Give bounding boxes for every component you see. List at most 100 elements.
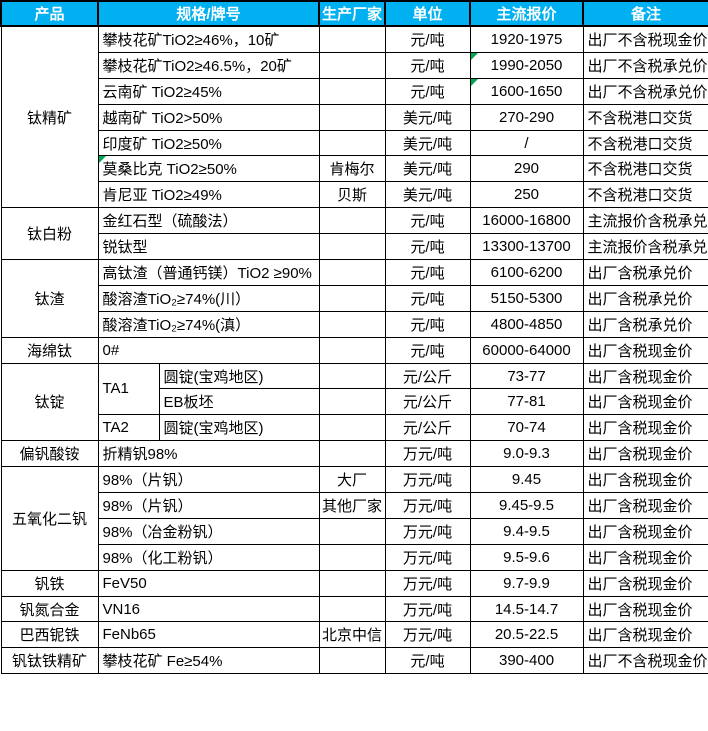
spec-cell-text: VN16 (102, 600, 141, 618)
table-row: 钛锭 TA1 圆锭(宝鸡地区) 元/公斤 73-77 出厂含税现金价 (0, 362, 708, 442)
unit-cell: 万元/吨 (384, 543, 471, 571)
table-row: 肯尼亚 TiO2≥49% 贝斯 美元/吨 250 不含税港口交货 (1, 181, 708, 209)
spec-cell-text: 攀枝花矿TiO2≥46%，10矿 (102, 31, 280, 49)
product-cell: 钛精矿 (0, 25, 99, 209)
unit-cell-text: 元/公斤 (402, 368, 453, 386)
price-cell-text: 1600-1650 (490, 82, 563, 100)
note-cell-text: 出厂含税现金价 (587, 549, 693, 567)
price-cell-text: 9.7-9.9 (503, 574, 550, 592)
note-cell: 不含税港口交货 (582, 181, 708, 209)
unit-cell-text: 万元/吨 (402, 446, 453, 464)
spec-cell: VN16 (97, 595, 320, 623)
maker-cell (318, 25, 386, 53)
note-cell: 主流报价含税承兑 (582, 233, 708, 261)
note-cell-text: 出厂不含税承兑价 (587, 83, 708, 101)
price-cell-text: 14.5-14.7 (494, 600, 559, 618)
product-cell: 五氧化二钒 (0, 466, 99, 571)
table-row: 越南矿 TiO2>50% 美元/吨 270-290 不含税港口交货 (1, 103, 708, 131)
maker-cell (318, 336, 386, 364)
unit-cell-text: 元/吨 (410, 31, 445, 49)
header-row: 产品 规格/牌号 生产厂家 单位 主流报价 备注 (0, 0, 708, 27)
unit-cell: 元/吨 (384, 284, 471, 312)
comment-flag-icon (471, 53, 478, 60)
unit-cell-text: 万元/吨 (402, 523, 453, 541)
note-cell-text: 出厂含税现金价 (587, 472, 693, 490)
price-cell: 270-290 (469, 103, 584, 131)
price-cell-text: 1990-2050 (490, 56, 563, 74)
unit-cell: 万元/吨 (384, 440, 471, 468)
unit-cell-text: 元/吨 (410, 653, 445, 671)
unit-cell: 元/吨 (384, 647, 471, 675)
grade-cell-text: TA1 (102, 380, 129, 398)
note-cell: 不含税港口交货 (582, 155, 708, 183)
maker-cell (318, 259, 386, 286)
note-cell-text: 出厂含税现金价 (587, 394, 693, 412)
table-row: 巴西铌铁 FeNb65 北京中信 万元/吨 20.5-22.5 出厂含税现金价 (0, 621, 708, 649)
spec-cell-text: 肯尼亚 TiO2≥49% (102, 187, 222, 205)
maker-cell (318, 103, 386, 131)
spec-cell-text: 98%（冶金粉钒） (102, 523, 223, 541)
table-row: 钒氮合金 VN16 万元/吨 14.5-14.7 出厂含税现金价 (0, 595, 708, 623)
spec-cell-text: 金红石型（硫酸法） (102, 213, 238, 231)
spec-cell-text: 酸溶渣TiO₂≥74%(滇） (102, 316, 251, 334)
note-cell: 不含税港口交货 (582, 103, 708, 131)
spec-cell: 肯尼亚 TiO2≥49% (97, 181, 320, 209)
note-cell: 出厂含税承兑价 (582, 284, 708, 312)
unit-cell-text: 元/吨 (410, 57, 445, 75)
price-cell: 6100-6200 (469, 259, 584, 286)
maker-cell (318, 310, 386, 338)
maker-cell-text: 大厂 (337, 472, 368, 490)
price-cell-text: 73-77 (507, 367, 546, 385)
note-cell: 出厂含税现金价 (582, 336, 708, 364)
product-cell: 海绵钛 (0, 336, 99, 364)
note-cell-text: 不含税港口交货 (587, 161, 693, 179)
spec-cell: 圆锭(宝鸡地区) (158, 414, 320, 442)
price-cell: 390-400 (469, 647, 584, 675)
unit-cell: 万元/吨 (384, 621, 471, 649)
price-cell: 9.0-9.3 (469, 440, 584, 468)
maker-cell-text: 其他厂家 (322, 497, 383, 515)
spec-cell: 0# (97, 336, 320, 364)
note-cell: 主流报价含税承兑 (582, 207, 708, 235)
unit-cell: 美元/吨 (384, 129, 471, 157)
unit-cell-text: 元/公斤 (402, 394, 453, 412)
note-cell: 出厂含税现金价 (582, 543, 708, 571)
spec-cell: 越南矿 TiO2>50% (97, 103, 320, 131)
comment-flag-icon (99, 156, 106, 164)
table-row: 钒钛铁精矿 攀枝花矿 Fe≥54% 元/吨 390-400 出厂不含税现金价 (0, 647, 708, 675)
table-row: 酸溶渣TiO₂≥74%(滇） 元/吨 4800-4850 出厂含税承兑价 (1, 310, 708, 338)
product-cell-text: 偏钒酸铵 (19, 446, 80, 464)
maker-cell (318, 51, 386, 79)
unit-cell-text: 元/吨 (410, 316, 445, 334)
unit-cell: 元/吨 (384, 259, 471, 286)
product-cell: 钛锭 (0, 362, 99, 442)
price-cell-text: 20.5-22.5 (494, 626, 559, 644)
price-cell-text: 70-74 (507, 419, 546, 437)
product-cell-text: 钒钛铁精矿 (11, 653, 87, 671)
unit-cell: 元/吨 (384, 51, 471, 79)
table-row: 钛白粉 金红石型（硫酸法） 元/吨 16000-16800 主流报价含税承兑 (0, 207, 708, 261)
spec-cell-text: 攀枝花矿TiO2≥46.5%，20矿 (102, 57, 292, 75)
table-row: 钛精矿 攀枝花矿TiO2≥46%，10矿 元/吨 1920-1975 出厂不含税现金价 (0, 25, 708, 209)
unit-cell: 美元/吨 (384, 103, 471, 131)
spec-cell: EB板坯 (158, 388, 320, 416)
note-cell: 不含税港口交货 (582, 129, 708, 157)
note-cell-text: 出厂含税现金价 (587, 627, 693, 645)
note-cell-text: 出厂含税现金价 (587, 342, 693, 360)
note-cell-text: 出厂不含税承兑价 (587, 57, 708, 75)
spec-cell: 98%（化工粉钒） (97, 543, 320, 571)
maker-cell-text: 肯梅尔 (329, 161, 375, 179)
unit-cell-text: 元/吨 (410, 264, 445, 282)
product-cell-text: 钛锭 (34, 394, 65, 412)
table-row: 98%（冶金粉钒） 万元/吨 9.4-9.5 出厂含税现金价 (1, 517, 708, 545)
price-cell: 73-77 (469, 362, 584, 390)
spec-cell: 攀枝花矿 Fe≥54% (97, 647, 320, 675)
product-cell-text: 钒铁 (34, 575, 65, 593)
price-cell-text: 250 (514, 186, 540, 204)
price-cell: 70-74 (469, 414, 584, 442)
grade-cell: TA2 (97, 414, 160, 442)
unit-cell-text: 美元/吨 (402, 161, 453, 179)
unit-cell-text: 元/吨 (410, 342, 445, 360)
price-cell-text: / (524, 134, 529, 152)
header-note: 备注 (582, 0, 708, 27)
